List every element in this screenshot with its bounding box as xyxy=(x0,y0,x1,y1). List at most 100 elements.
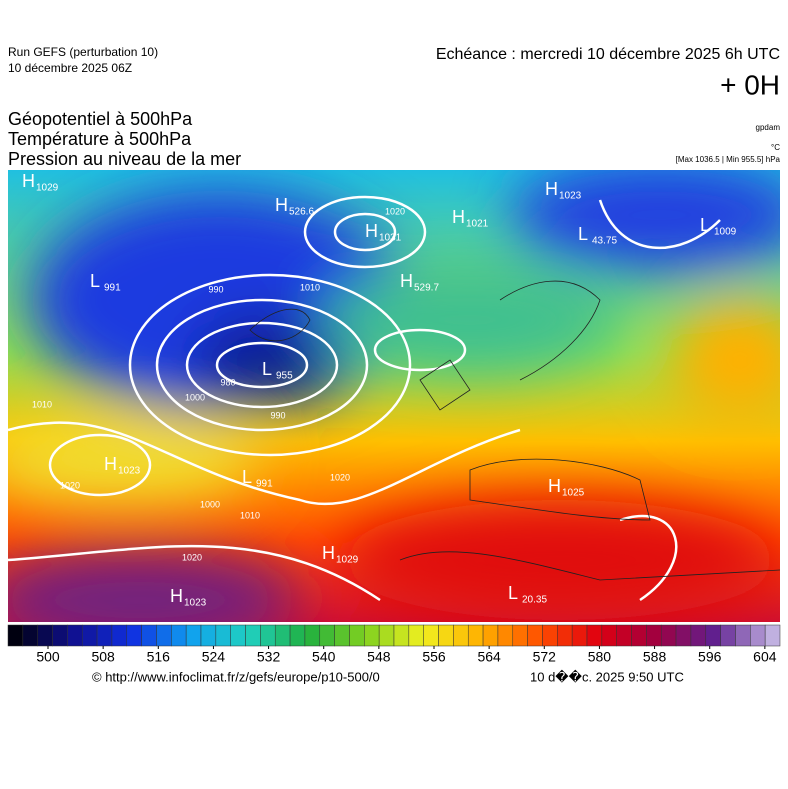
colorbar-swatch xyxy=(141,624,157,647)
isobar-label: 980 xyxy=(220,377,235,387)
center-value: 1023 xyxy=(118,466,141,477)
colorbar-swatch xyxy=(690,624,707,647)
center-value: 991 xyxy=(256,479,273,490)
colorbar-swatch xyxy=(215,624,231,647)
colorbar-label: 556 xyxy=(422,649,446,665)
colorbar-label: 604 xyxy=(753,649,777,665)
colorbar-label: 564 xyxy=(477,649,501,665)
colorbar-label: 548 xyxy=(367,649,391,665)
center-letter: L xyxy=(242,467,252,487)
colorbar-swatch xyxy=(660,624,677,647)
colorbar-swatch xyxy=(230,624,246,647)
colorbar-label: 596 xyxy=(698,649,722,665)
colorbar-swatch xyxy=(705,624,721,647)
center-value: 526.6 xyxy=(289,207,314,218)
colorbar-swatch xyxy=(185,624,202,647)
center-value: 1025 xyxy=(562,488,585,499)
unit: gpdam xyxy=(756,123,781,132)
unit: °C xyxy=(771,143,780,152)
colorbar-swatch xyxy=(22,624,38,647)
center-value: 955 xyxy=(276,371,293,382)
isobar-label: 1020 xyxy=(60,480,80,490)
colorbar-swatch xyxy=(571,624,588,647)
run-date: 10 décembre 2025 06Z xyxy=(8,61,132,75)
center-value: 43.75 xyxy=(592,236,617,247)
colorbar-swatch xyxy=(364,624,380,647)
center-letter: L xyxy=(700,215,710,235)
colorbar-swatch xyxy=(616,624,632,647)
center-letter: H xyxy=(104,454,117,474)
colorbar-swatch xyxy=(646,624,662,647)
colorbar-label: 580 xyxy=(588,649,612,665)
title: Température à 500hPa xyxy=(8,129,192,149)
colorbar-label: 524 xyxy=(202,649,226,665)
colorbar-swatch xyxy=(542,624,558,647)
center-value: 1029 xyxy=(36,183,59,194)
colorbar-swatch xyxy=(111,624,128,647)
colorbar-swatch xyxy=(527,624,543,647)
center-value: 1029 xyxy=(336,555,359,566)
colorbar-label: 540 xyxy=(312,649,336,665)
colorbar-swatch xyxy=(200,624,217,647)
colorbar-swatch xyxy=(720,624,736,647)
colorbar-swatch xyxy=(289,624,306,647)
center-value: 529.7 xyxy=(414,283,439,294)
colorbar-swatch xyxy=(497,624,514,647)
colorbar-swatch xyxy=(52,624,68,647)
center-letter: L xyxy=(508,583,518,603)
isobar-label: 1010 xyxy=(32,399,52,409)
colorbar-swatch xyxy=(378,624,395,647)
colorbar-swatch xyxy=(126,624,142,647)
colorbar-swatch xyxy=(438,624,454,647)
colorbar-swatch xyxy=(557,624,573,647)
center-value: 20.35 xyxy=(522,595,547,606)
colorbar-swatch xyxy=(81,624,98,647)
isobar-label: 990 xyxy=(208,284,223,294)
title: Pression au niveau de la mer xyxy=(8,149,241,169)
colorbar-swatch xyxy=(482,624,499,647)
center-letter: H xyxy=(365,221,378,241)
isobar-label: 1020 xyxy=(330,472,350,482)
colorbar-swatch xyxy=(735,624,751,647)
center-letter: H xyxy=(22,171,35,191)
colorbar-swatch xyxy=(319,624,335,647)
colorbar-swatch xyxy=(408,624,424,647)
colorbar-swatch xyxy=(631,624,647,647)
center-value: 1031 xyxy=(379,233,402,244)
unit: [Max 1036.5 | Min 955.5] hPa xyxy=(676,155,781,164)
center-value: 1021 xyxy=(466,219,489,230)
isobar-label: 1020 xyxy=(182,552,202,562)
run: Run GEFS (perturbation 10) xyxy=(8,45,158,59)
isobar-label: 1000 xyxy=(185,392,205,402)
colorbar-swatch xyxy=(7,624,24,647)
title: Géopotentiel à 500hPa xyxy=(8,109,193,129)
colorbar-label: 500 xyxy=(36,649,60,665)
center-letter: H xyxy=(452,207,465,227)
center-letter: H xyxy=(275,195,288,215)
colorbar-swatch xyxy=(586,624,603,647)
colorbar-swatch xyxy=(467,624,484,647)
colorbar-label: 588 xyxy=(643,649,667,665)
colorbar-swatch xyxy=(334,624,350,647)
colorbar-swatch xyxy=(349,624,365,647)
center-value: 1009 xyxy=(714,227,737,238)
colorbar: 500 508 516 524 532 540 548 556 564 572 580 588 596 6… xyxy=(7,624,781,665)
colorbar-swatch xyxy=(37,624,53,647)
colorbar-swatch xyxy=(750,624,766,647)
colorbar-swatch xyxy=(601,624,617,647)
center-letter: H xyxy=(322,543,335,563)
colorbar-swatch xyxy=(675,624,692,647)
colorbar-swatch xyxy=(171,624,187,647)
center-value: 991 xyxy=(104,283,121,294)
center-letter: L xyxy=(262,359,272,379)
colorbar-swatch xyxy=(96,624,113,647)
colorbar-swatch xyxy=(67,624,83,647)
source-url: © http://www.infoclimat.fr/z/gefs/europe… xyxy=(92,669,380,684)
center-letter: H xyxy=(170,586,183,606)
colorbar-label: 516 xyxy=(147,649,171,665)
colorbar-swatch xyxy=(512,624,528,647)
isobar-label: 1010 xyxy=(300,282,320,292)
colorbar-swatch xyxy=(156,624,172,647)
